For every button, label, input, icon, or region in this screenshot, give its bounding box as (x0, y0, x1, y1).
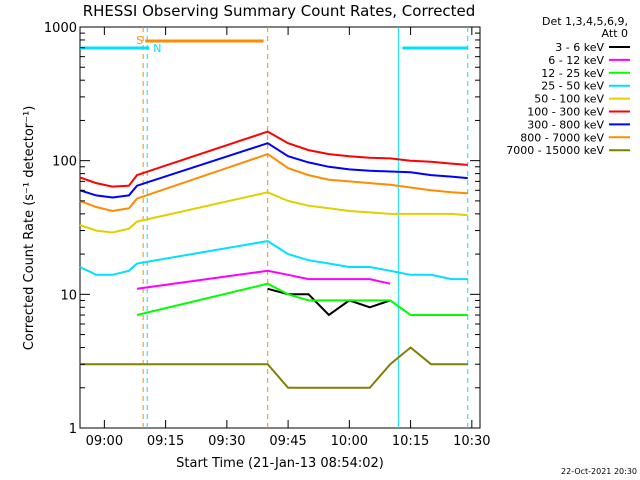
series-line (79, 142, 468, 199)
plot-frame (79, 26, 481, 429)
x-tick-label: 10:30 (453, 434, 490, 449)
legend-entry: 12 - 25 keV (541, 67, 604, 80)
saa-flag-label: S (136, 34, 143, 47)
y-tick-label: 100 (52, 155, 77, 170)
chart-title: RHESSI Observing Summary Count Rates, Co… (83, 2, 476, 20)
x-tick-label: 09:15 (147, 434, 184, 449)
y-axis: 1 10 100 1000 (44, 21, 480, 437)
y-tick-label: 10 (60, 288, 77, 303)
y-tick-label: 1 (69, 422, 77, 437)
legend-entry: 300 - 800 keV (527, 118, 604, 131)
x-tick-label: 09:30 (208, 434, 245, 449)
x-tick-label: 09:00 (86, 434, 123, 449)
series-line (136, 269, 391, 290)
y-axis-label: Corrected Count Rate (s⁻¹ detector⁻¹) (22, 106, 37, 351)
legend-header: Det 1,3,4,5,6,9, (542, 15, 628, 28)
series-line (79, 191, 468, 234)
series-line (79, 152, 468, 213)
x-axis-label: Start Time (21-Jan-13 08:54:02) (176, 456, 384, 471)
series-line (79, 240, 468, 281)
series-line (79, 130, 468, 188)
legend-entry: 100 - 300 keV (527, 106, 604, 119)
legend-entry: 7000 - 15000 keV (506, 144, 604, 157)
y-tick-label: 1000 (44, 21, 77, 36)
series-line (136, 282, 468, 316)
legend-entry: 50 - 100 keV (534, 93, 604, 106)
x-tick-label: 10:00 (331, 434, 368, 449)
footer-date: 22-Oct-2021 20:30 (561, 467, 637, 476)
legend-entry: 800 - 7000 keV (520, 131, 604, 144)
legend-entry: 3 - 6 keV (555, 41, 604, 54)
plot-area: SN (79, 26, 481, 429)
night-flag-label: N (153, 42, 161, 55)
x-tick-label: 10:15 (392, 434, 429, 449)
series-line (79, 346, 468, 389)
x-tick-label: 09:45 (269, 434, 306, 449)
legend-header: Att 0 (602, 27, 628, 40)
x-axis: 09:00 09:15 09:30 09:45 10:00 10:15 10:30 (86, 27, 491, 449)
legend-entry: 6 - 12 keV (548, 54, 604, 67)
legend-entry: 25 - 50 keV (541, 80, 604, 93)
